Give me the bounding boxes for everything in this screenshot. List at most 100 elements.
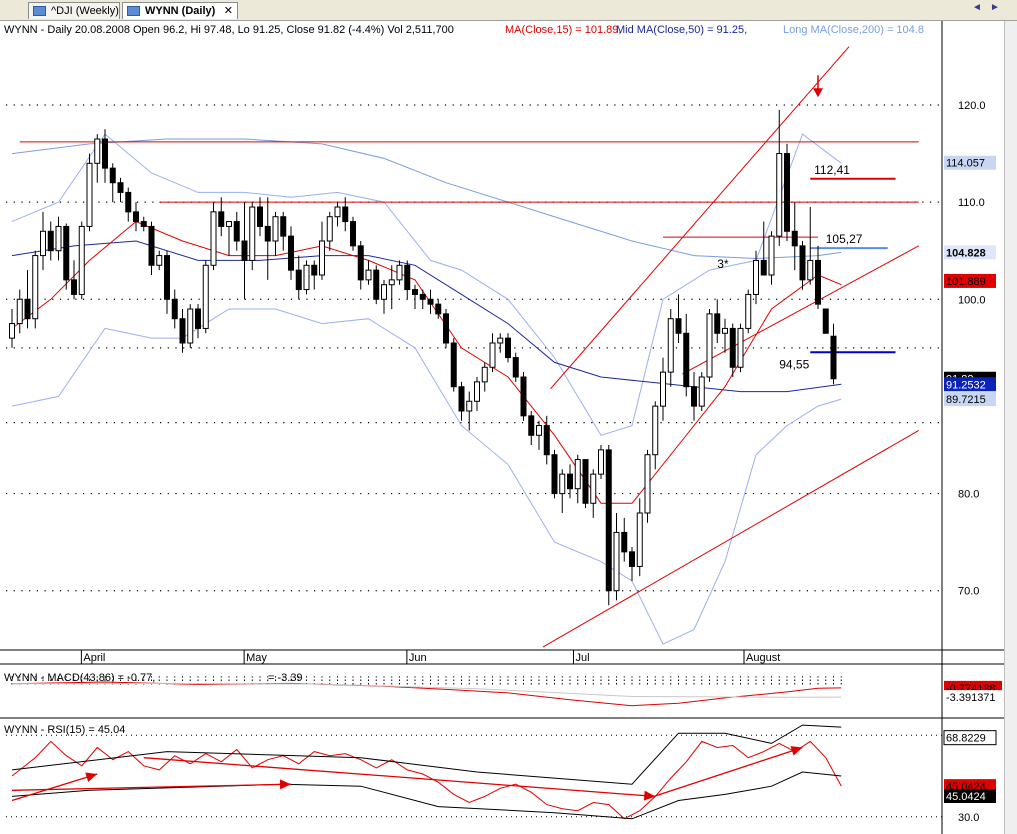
candle-body (613, 531, 620, 592)
candle-body (86, 162, 93, 227)
candle-body (319, 240, 325, 276)
candle-body (202, 264, 209, 329)
scroll-left-icon[interactable]: ◄ (972, 2, 982, 13)
price-annotation: 112,41 (814, 163, 850, 177)
tab-label: ^DJI (Weekly) (51, 5, 119, 17)
tab-label: WYNN (Daily) (145, 5, 216, 17)
candle-body (357, 245, 364, 281)
candle-body (350, 221, 356, 247)
macd-signal-line (11, 682, 842, 698)
rsi-divergence-arrow (11, 783, 292, 791)
price-value-tag (944, 273, 996, 288)
candle-body (784, 153, 790, 232)
candle-body (590, 473, 597, 504)
candle-body (822, 308, 829, 334)
tab-bar: ^DJI (Weekly) WYNN (Daily) ✕ ◄ ► (0, 0, 1017, 21)
candle-body (621, 531, 628, 553)
candle-body (768, 235, 775, 276)
candle-body (71, 279, 77, 295)
macd-line (11, 681, 842, 707)
candle-body (815, 259, 821, 305)
candle-body (830, 335, 837, 380)
price-annotation: 3* (717, 257, 729, 271)
candle-body (373, 269, 380, 300)
candle-body (365, 269, 372, 281)
price-tick-label: 100.0 (958, 294, 986, 306)
ma200-line (11, 138, 842, 260)
price-tick-label: 70.0 (958, 586, 979, 598)
candle-body (474, 381, 480, 402)
candle-body (520, 376, 527, 417)
rsi-value-tag (943, 730, 997, 746)
candle-body (78, 225, 85, 295)
candle-body (675, 318, 682, 334)
trend-line (550, 46, 850, 389)
candle-body (722, 327, 728, 334)
candle-body (419, 293, 426, 300)
candle-body (396, 264, 403, 281)
candle-body (32, 255, 39, 320)
candle-body (691, 386, 697, 407)
bollinger-upper-line (11, 133, 842, 436)
side-toolbar (1004, 21, 1017, 834)
candle-body (745, 293, 752, 329)
candle-body (714, 313, 721, 334)
rsi-tick-label: 30.0 (958, 812, 979, 824)
price-tick-label: 110.0 (958, 197, 985, 209)
candle-body (133, 211, 139, 223)
candle-body (807, 259, 814, 281)
tab-wynn-daily[interactable]: WYNN (Daily) ✕ (122, 2, 238, 19)
price-annotation: 105,27 (826, 232, 863, 246)
rsi-value-tag-label: 45.0424 (946, 791, 986, 803)
candle-body (388, 279, 395, 286)
chart-tab-icon (127, 6, 140, 16)
price-value-tag (944, 392, 996, 407)
candle-body (528, 415, 535, 436)
price-tick-label: 80.0 (958, 489, 979, 501)
rsi-value-tag-label: 68.8229 (946, 733, 986, 745)
price-value-tag-label: 114.057 (946, 158, 985, 170)
rsi-divergence-arrow (11, 773, 98, 802)
candle-body (16, 298, 23, 325)
rsi-divergence-arrow (143, 757, 656, 798)
candle-body (311, 264, 318, 276)
candle-body (218, 211, 225, 227)
candle-body (272, 216, 279, 242)
candle-body (706, 313, 713, 378)
bollinger-lower-line (11, 308, 842, 645)
candle-body (512, 357, 519, 378)
arrowhead-icon (279, 779, 291, 790)
close-icon[interactable]: ✕ (223, 5, 233, 17)
candle-body (195, 308, 201, 329)
candle-body (443, 313, 449, 344)
candle-body (698, 376, 705, 407)
price-value-tag-label: 101.889 (946, 276, 986, 288)
ma15-legend: MA(Close,15) = 101.89, (505, 24, 621, 36)
price-value-tag (944, 155, 996, 170)
price-value-tag (944, 245, 996, 260)
candle-body (799, 245, 806, 281)
candle-body (729, 327, 736, 368)
price-value-tag-label: 91.2532 (946, 379, 986, 391)
candle-body (683, 332, 690, 388)
arrowhead-icon (85, 772, 98, 783)
candle-body (24, 298, 31, 320)
candle-body (629, 551, 635, 567)
month-label: August (746, 652, 780, 664)
candle-body (295, 269, 302, 291)
candle-body (40, 230, 46, 257)
candle-body (326, 216, 333, 242)
candle-body (171, 298, 178, 320)
candle-body (280, 216, 287, 237)
candle-body (450, 342, 457, 388)
candle-body (605, 449, 612, 592)
trend-line (682, 245, 919, 375)
candle-body (381, 284, 387, 300)
macd-signal-label: = -3.39 (268, 672, 303, 684)
tab-dji-weekly[interactable]: ^DJI (Weekly) (28, 2, 120, 19)
candle-body (63, 225, 70, 281)
candle-body (791, 230, 798, 247)
stock-chart[interactable]: WYNN - Daily 20.08.2008 Open 96.2, Hi 97… (0, 21, 1004, 834)
scroll-right-icon[interactable]: ► (990, 2, 1000, 13)
chart-header-info: WYNN - Daily 20.08.2008 Open 96.2, Hi 97… (4, 24, 454, 36)
